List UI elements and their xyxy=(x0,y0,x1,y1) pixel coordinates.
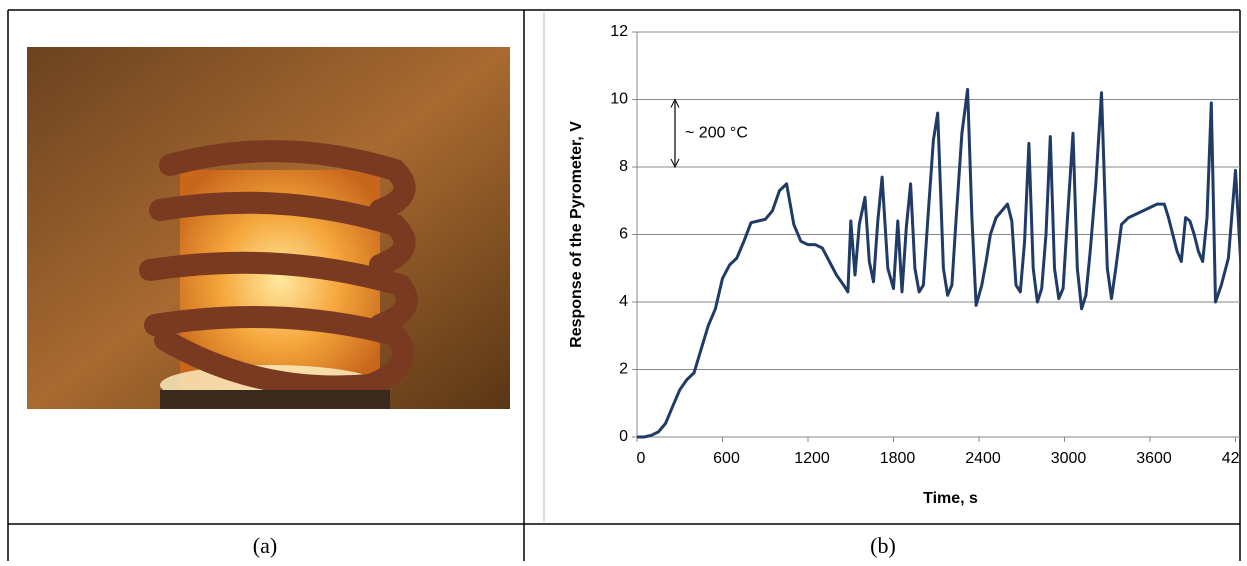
table-frame xyxy=(7,9,1241,561)
x-tick-label: 1200 xyxy=(794,450,830,467)
data-line xyxy=(637,87,1240,439)
x-tick-label: 1800 xyxy=(880,450,916,467)
y-tick-label: 0 xyxy=(619,428,628,445)
photo xyxy=(27,47,510,409)
caption: (a) xyxy=(253,533,277,558)
y-tick-label: 10 xyxy=(610,91,628,108)
x-tick-label: 2400 xyxy=(965,450,1001,467)
x-tick-label: 4200 xyxy=(1222,450,1247,467)
x-axis-label: Time, s xyxy=(923,490,978,507)
y-tick-label: 6 xyxy=(619,226,628,243)
arrow-head xyxy=(670,98,680,108)
y-tick-label: 2 xyxy=(619,361,628,378)
chart: 0 2 4 6 8 10 12 0 600 1200 1800 2400 3000 3600 4200 Tim… xyxy=(568,23,1247,507)
y-axis-label: Response of the Pyrometer, V xyxy=(568,121,585,348)
caption: (b) xyxy=(870,533,896,558)
y-tick-label: 12 xyxy=(610,23,628,40)
arrow-head xyxy=(670,158,680,169)
annotation: ~ 200 °C xyxy=(685,124,748,141)
x-tick-label: 0 xyxy=(637,450,646,467)
y-tick-label: 4 xyxy=(619,293,628,310)
y-tick-label: 8 xyxy=(619,158,628,175)
x-tick-label: 3000 xyxy=(1051,450,1087,467)
x-tick-label: 3600 xyxy=(1136,450,1172,467)
x-tick-label: 600 xyxy=(713,450,740,467)
